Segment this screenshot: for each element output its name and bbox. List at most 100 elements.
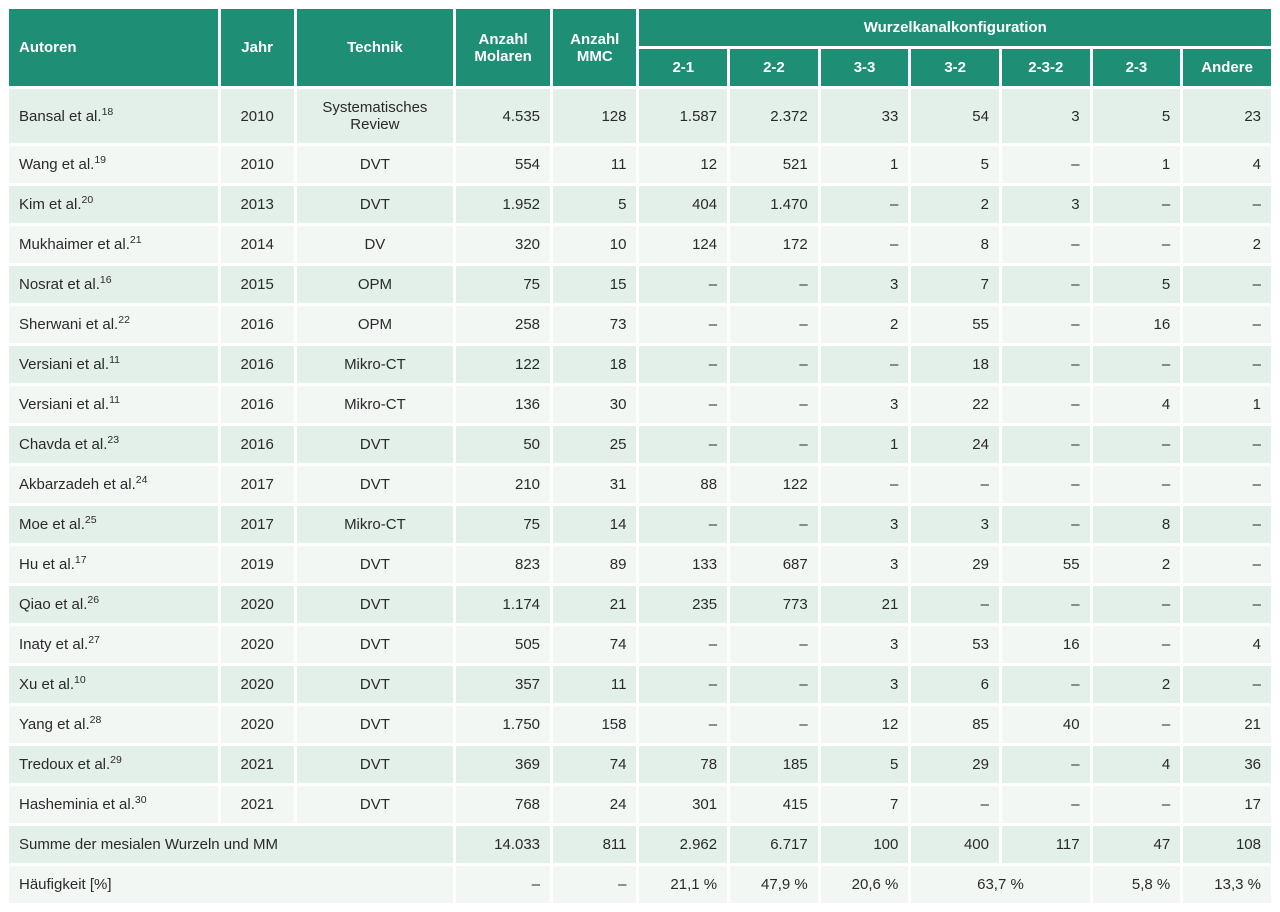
sum-v5: 117 <box>1002 826 1090 863</box>
cell-v7: – <box>1183 546 1271 583</box>
cell-v7: 4 <box>1183 146 1271 183</box>
data-table: Autoren Jahr Technik Anzahl Molaren Anza… <box>6 6 1274 906</box>
table-row: Versiani et al.112016Mikro-CT12218–––18–… <box>9 346 1271 383</box>
table-row: Inaty et al.272020DVT50574––35316–4 <box>9 626 1271 663</box>
cell-v5: – <box>1002 266 1090 303</box>
cell-technik: DVT <box>297 546 453 583</box>
table-row: Xu et al.102020DVT35711––36–2– <box>9 666 1271 703</box>
th-molaren-l2: Molaren <box>474 48 532 65</box>
cell-v4: 6 <box>911 666 999 703</box>
cell-v3: – <box>821 186 909 223</box>
cell-author: Qiao et al.26 <box>9 586 218 623</box>
cell-molaren: 554 <box>456 146 550 183</box>
cell-v4: – <box>911 586 999 623</box>
cell-technik: OPM <box>297 266 453 303</box>
cell-v1: – <box>639 506 727 543</box>
cell-v3: 7 <box>821 786 909 823</box>
cell-v5: – <box>1002 666 1090 703</box>
cell-v3: – <box>821 226 909 263</box>
cell-v5: 3 <box>1002 89 1090 143</box>
cell-molaren: 369 <box>456 746 550 783</box>
table-row: Kim et al.202013DVT1.95254041.470–23–– <box>9 186 1271 223</box>
cell-v4: 5 <box>911 146 999 183</box>
cell-v5: – <box>1002 586 1090 623</box>
sum-v2: 6.717 <box>730 826 818 863</box>
cell-molaren: 1.750 <box>456 706 550 743</box>
cell-mmc: 128 <box>553 89 636 143</box>
freq-label: Häufigkeit [%] <box>9 866 453 903</box>
cell-author: Tredoux et al.29 <box>9 746 218 783</box>
cell-v3: – <box>821 466 909 503</box>
cell-v6: – <box>1093 186 1181 223</box>
cell-molaren: 1.952 <box>456 186 550 223</box>
cell-v4: 18 <box>911 346 999 383</box>
cell-v3: 5 <box>821 746 909 783</box>
cell-v7: 17 <box>1183 786 1271 823</box>
cell-jahr: 2016 <box>221 306 294 343</box>
cell-v4: 3 <box>911 506 999 543</box>
cell-author: Sherwani et al.22 <box>9 306 218 343</box>
cell-molaren: 136 <box>456 386 550 423</box>
cell-v6: – <box>1093 626 1181 663</box>
sum-v1: 2.962 <box>639 826 727 863</box>
cell-v7: 21 <box>1183 706 1271 743</box>
cell-mmc: 15 <box>553 266 636 303</box>
cell-v3: 3 <box>821 546 909 583</box>
cell-mmc: 14 <box>553 506 636 543</box>
freq-v1: 21,1 % <box>639 866 727 903</box>
cell-v3: 1 <box>821 426 909 463</box>
th-c5: 2-3-2 <box>1002 49 1090 86</box>
cell-technik: DVT <box>297 586 453 623</box>
th-technik: Technik <box>297 9 453 86</box>
cell-v5: – <box>1002 466 1090 503</box>
cell-v1: 124 <box>639 226 727 263</box>
cell-v4: 85 <box>911 706 999 743</box>
cell-v1: 301 <box>639 786 727 823</box>
cell-v6: – <box>1093 226 1181 263</box>
cell-v1: – <box>639 706 727 743</box>
cell-mmc: 74 <box>553 626 636 663</box>
cell-technik: DVT <box>297 426 453 463</box>
sum-v4: 400 <box>911 826 999 863</box>
sum-row: Summe der mesialen Wurzeln und MM14.0338… <box>9 826 1271 863</box>
cell-author: Yang et al.28 <box>9 706 218 743</box>
cell-molaren: 357 <box>456 666 550 703</box>
cell-v2: 687 <box>730 546 818 583</box>
cell-author: Xu et al.10 <box>9 666 218 703</box>
cell-v3: 1 <box>821 146 909 183</box>
cell-v3: 3 <box>821 386 909 423</box>
cell-author: Wang et al.19 <box>9 146 218 183</box>
cell-v5: – <box>1002 146 1090 183</box>
cell-jahr: 2015 <box>221 266 294 303</box>
cell-v3: 3 <box>821 626 909 663</box>
cell-v2: – <box>730 306 818 343</box>
cell-molaren: 505 <box>456 626 550 663</box>
cell-v6: 4 <box>1093 746 1181 783</box>
cell-molaren: 75 <box>456 266 550 303</box>
cell-v2: – <box>730 386 818 423</box>
sum-label: Summe der mesialen Wurzeln und MM <box>9 826 453 863</box>
cell-v6: 4 <box>1093 386 1181 423</box>
cell-v7: 23 <box>1183 89 1271 143</box>
th-c6: 2-3 <box>1093 49 1181 86</box>
cell-v5: 55 <box>1002 546 1090 583</box>
cell-mmc: 158 <box>553 706 636 743</box>
cell-v4: 22 <box>911 386 999 423</box>
cell-jahr: 2020 <box>221 626 294 663</box>
cell-v6: – <box>1093 706 1181 743</box>
cell-v1: 1.587 <box>639 89 727 143</box>
cell-molaren: 122 <box>456 346 550 383</box>
cell-technik: DVT <box>297 466 453 503</box>
cell-v2: 172 <box>730 226 818 263</box>
cell-technik: DVT <box>297 746 453 783</box>
freq-v3: 20,6 % <box>821 866 909 903</box>
cell-mmc: 74 <box>553 746 636 783</box>
cell-jahr: 2014 <box>221 226 294 263</box>
cell-jahr: 2016 <box>221 426 294 463</box>
cell-jahr: 2013 <box>221 186 294 223</box>
cell-v4: 29 <box>911 746 999 783</box>
cell-v1: 78 <box>639 746 727 783</box>
cell-v3: 21 <box>821 586 909 623</box>
cell-mmc: 89 <box>553 546 636 583</box>
cell-v6: 5 <box>1093 266 1181 303</box>
